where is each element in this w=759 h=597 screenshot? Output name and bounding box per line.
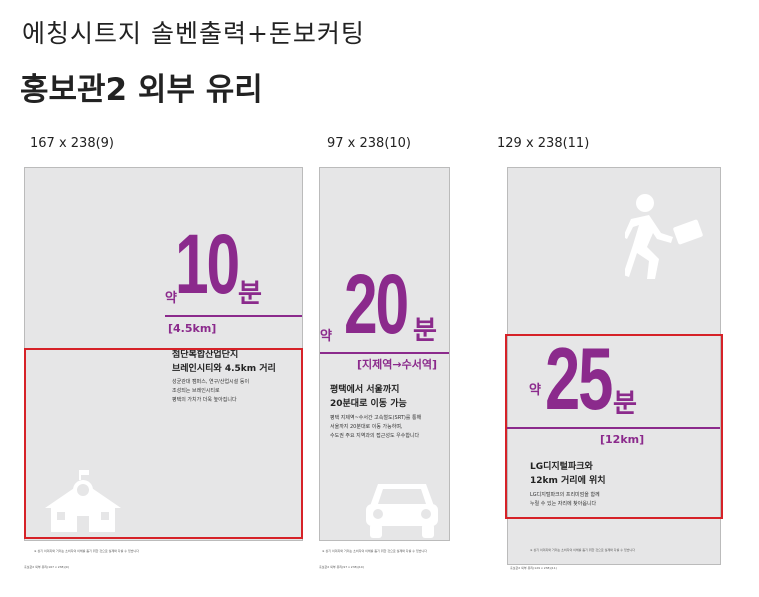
note: ※ 상기 이미지와 거리는 소비자의 이해를 돕기 위한 것으로 실제와 다를 …: [530, 548, 636, 552]
big-number: 25: [545, 329, 613, 428]
car-icon: [366, 484, 438, 538]
headline-line: LG디지털파크와: [530, 462, 593, 472]
distance: [12km]: [600, 433, 645, 446]
big-number: 20: [344, 257, 409, 351]
headline-line: 브레인시티와 4.5km 거리: [172, 364, 276, 374]
runner-icon: [625, 194, 703, 279]
highlight-box: [24, 348, 303, 539]
body-line: 수도권 주요 지역과의 접근성도 우수합니다: [330, 433, 420, 439]
headline-line: 20분대로 이동 가능: [330, 399, 407, 409]
unit: 분: [238, 279, 262, 309]
footer: 홍보관2 외부 유리(129 x 238)(11): [510, 566, 557, 570]
panel: [319, 167, 450, 541]
distance: [지제역→수서역]: [357, 358, 437, 371]
title: 에칭시트지 솔벤출력+돈보커팅: [22, 19, 365, 48]
big-number: 10: [175, 217, 240, 311]
highlight-box: [505, 334, 723, 519]
size-label: 167 x 238(9): [30, 136, 114, 151]
note: ※ 상기 이미지와 거리는 소비자의 이해를 돕기 위한 것으로 실제와 다를 …: [34, 549, 140, 553]
school-icon: [45, 470, 121, 532]
size-label: 129 x 238(11): [497, 136, 590, 151]
subtitle: 홍보관2 외부 유리: [20, 72, 263, 108]
body-line: 서울까지 20분대로 이동 가능하며,: [330, 424, 403, 430]
rule: [165, 315, 302, 317]
headline: LG디지털파크와 12km 거리에 위치: [530, 460, 606, 488]
body-line: 누릴 수 있는 자리에 찾아옵니다: [530, 501, 597, 507]
rule: [507, 427, 720, 429]
note: ※ 상기 이미지와 거리는 소비자의 이해를 돕기 위한 것으로 실제와 다를 …: [322, 549, 428, 553]
unit: 분: [613, 389, 637, 419]
footer: 홍보관2 외부 유리(97 x 238)(10): [319, 565, 364, 569]
panel: [24, 167, 303, 541]
headline-line: 첨단복합산업단지: [172, 350, 239, 360]
size-label: 97 x 238(10): [327, 136, 411, 151]
prefix: 약: [320, 329, 332, 344]
headline: 평택에서 서울까지 20분대로 이동 가능: [330, 383, 407, 411]
footer: 홍보관2 외부 유리(167 x 238)(9): [24, 565, 69, 569]
unit: 분: [413, 316, 437, 346]
distance: [4.5km]: [168, 322, 217, 335]
prefix: 약: [165, 291, 177, 306]
headline-line: 12km 거리에 위치: [530, 476, 606, 486]
headline-line: 평택에서 서울까지: [330, 385, 400, 395]
body-line: 조성되는 브레인시티로: [172, 388, 220, 394]
rule: [320, 352, 449, 354]
body-line: 성균관대 캠퍼스, 연구/산업시설 등이: [172, 379, 250, 385]
body-line: 평택 지제역~수서간 고속철도(SRT)를 통해: [330, 415, 422, 421]
prefix: 약: [529, 383, 541, 398]
body-line: 평택의 가치가 더욱 높아집니다: [172, 397, 237, 403]
body-line: LG디지털파크의 프리미엄을 함께: [530, 492, 600, 498]
